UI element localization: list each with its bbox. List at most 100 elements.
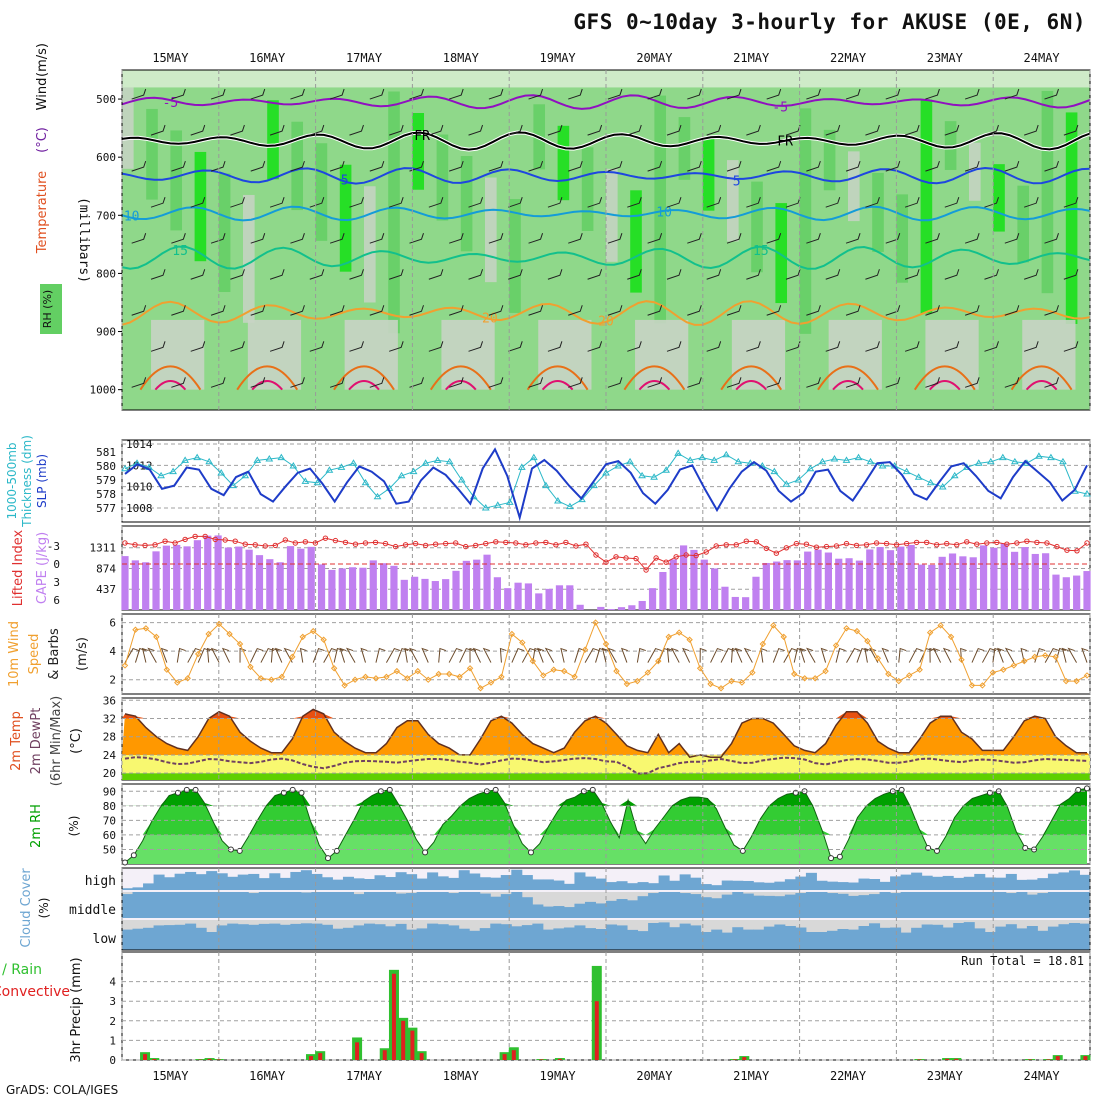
thickness-point bbox=[914, 473, 923, 480]
cloud-bar-high bbox=[458, 870, 470, 890]
wind-barb bbox=[687, 160, 702, 172]
wind-barb bbox=[925, 160, 940, 172]
precip-conv-bar bbox=[594, 1001, 599, 1060]
cloud-bar-low bbox=[648, 923, 660, 950]
cloud-bar-middle bbox=[837, 893, 849, 918]
contour-label: FR bbox=[777, 135, 793, 150]
li-point bbox=[1034, 539, 1040, 546]
cape-bar bbox=[876, 547, 884, 610]
wind-barb bbox=[746, 269, 761, 280]
temperature-contour-30 bbox=[348, 379, 380, 391]
cape-bar bbox=[266, 559, 274, 610]
slp-tick-label: 1008 bbox=[126, 502, 153, 515]
wind-barb bbox=[349, 124, 364, 136]
cloud-bar-low bbox=[1005, 924, 1017, 950]
wind-barb bbox=[964, 377, 980, 388]
thickness-point bbox=[602, 469, 610, 476]
cape-bar bbox=[576, 604, 584, 610]
wind-barb bbox=[131, 233, 147, 244]
surface-wind-barb bbox=[793, 647, 804, 663]
wind10-frame bbox=[121, 613, 1091, 695]
wind-barb bbox=[925, 233, 940, 244]
cloud-bar-high bbox=[732, 880, 744, 890]
rh2m-tick-label: 60 bbox=[103, 829, 116, 842]
profile-legend-rh: RH (%) bbox=[41, 290, 54, 328]
wind10-point bbox=[372, 675, 380, 682]
cloud-bar-low bbox=[143, 927, 155, 950]
profile-rh-band bbox=[678, 117, 691, 180]
li-point bbox=[553, 542, 559, 548]
rh2m-point bbox=[836, 853, 843, 860]
profile-rh-band bbox=[993, 164, 1005, 232]
contour-label: 5 bbox=[733, 174, 741, 189]
wind10-point bbox=[906, 672, 913, 679]
cape-bar bbox=[245, 549, 253, 610]
wind-barb bbox=[389, 124, 404, 136]
cloud-bar-middle bbox=[848, 895, 860, 918]
wind-barb bbox=[329, 233, 345, 244]
thickness-point bbox=[926, 478, 935, 486]
profile-rh-band bbox=[412, 113, 425, 190]
thickness-point bbox=[1083, 490, 1091, 497]
wind-barb bbox=[766, 305, 782, 316]
wind10-point bbox=[874, 655, 882, 662]
li-point bbox=[162, 538, 168, 544]
wind-barb bbox=[845, 305, 861, 316]
cloud-bar-middle bbox=[869, 894, 881, 918]
date-label-bottom: 18MAY bbox=[443, 1069, 480, 1083]
cloud-bar-low bbox=[911, 927, 923, 950]
cloud-bar-high bbox=[269, 873, 281, 890]
wind-barb bbox=[1024, 341, 1039, 352]
li-point bbox=[643, 567, 649, 573]
thickness-point bbox=[1035, 452, 1043, 459]
cloud-bar-middle bbox=[553, 906, 565, 918]
thickness-slp-legend-thk: 1000-500mb bbox=[5, 442, 19, 519]
surface-wind-barb bbox=[647, 647, 662, 663]
temperature-contour-25 bbox=[139, 365, 202, 391]
cloud-bar-high bbox=[595, 878, 607, 890]
wind-barb bbox=[1044, 377, 1059, 388]
cloud-bar-low bbox=[984, 932, 996, 950]
li-point bbox=[182, 536, 188, 543]
cloud-bar-high bbox=[164, 877, 176, 890]
profile-rh-band bbox=[122, 87, 134, 169]
wind10-point bbox=[791, 670, 798, 678]
wind-barb bbox=[171, 305, 186, 316]
cloud-bar-low bbox=[279, 924, 291, 950]
cloud-legend-unit: (%) bbox=[37, 898, 51, 919]
cloud-bar-low bbox=[342, 927, 354, 950]
li-tick-label: 0 bbox=[53, 558, 60, 571]
wind10-point bbox=[236, 640, 244, 648]
cloud-bar-low bbox=[669, 927, 681, 950]
cape-bar bbox=[835, 558, 843, 610]
cloud-bar-high bbox=[974, 873, 986, 890]
cloud-bar-low bbox=[553, 928, 565, 950]
wind-barb bbox=[290, 88, 305, 100]
cloud-bar-middle bbox=[763, 895, 775, 918]
surface-wind-barb bbox=[385, 647, 401, 663]
wind-barb bbox=[587, 269, 603, 280]
cloud-bar-high bbox=[711, 885, 723, 890]
surface-wind-barb bbox=[981, 647, 997, 663]
profile-rh-band bbox=[751, 181, 763, 273]
thickness-point bbox=[938, 483, 947, 490]
cloud-bar-low bbox=[458, 928, 470, 950]
li-point bbox=[1004, 541, 1010, 547]
surface-wind-barb bbox=[499, 647, 507, 663]
cloud-bar-low bbox=[469, 930, 481, 950]
li-point bbox=[513, 540, 519, 546]
wind10-point bbox=[383, 673, 390, 681]
wind-barb bbox=[1063, 341, 1079, 352]
wind-barb bbox=[349, 197, 364, 208]
wind10-point bbox=[843, 625, 850, 632]
surface-wind-barb bbox=[1067, 647, 1077, 663]
wind-barb bbox=[369, 233, 385, 244]
thickness-point bbox=[337, 463, 346, 470]
wind-barb bbox=[1004, 88, 1020, 100]
thickness-point bbox=[710, 456, 719, 463]
cloud-bar-middle bbox=[206, 892, 218, 918]
cape-bar bbox=[297, 548, 305, 610]
cloud-bar-high bbox=[1079, 874, 1091, 890]
cloud-bar-low bbox=[826, 930, 838, 950]
li-point bbox=[713, 543, 719, 549]
